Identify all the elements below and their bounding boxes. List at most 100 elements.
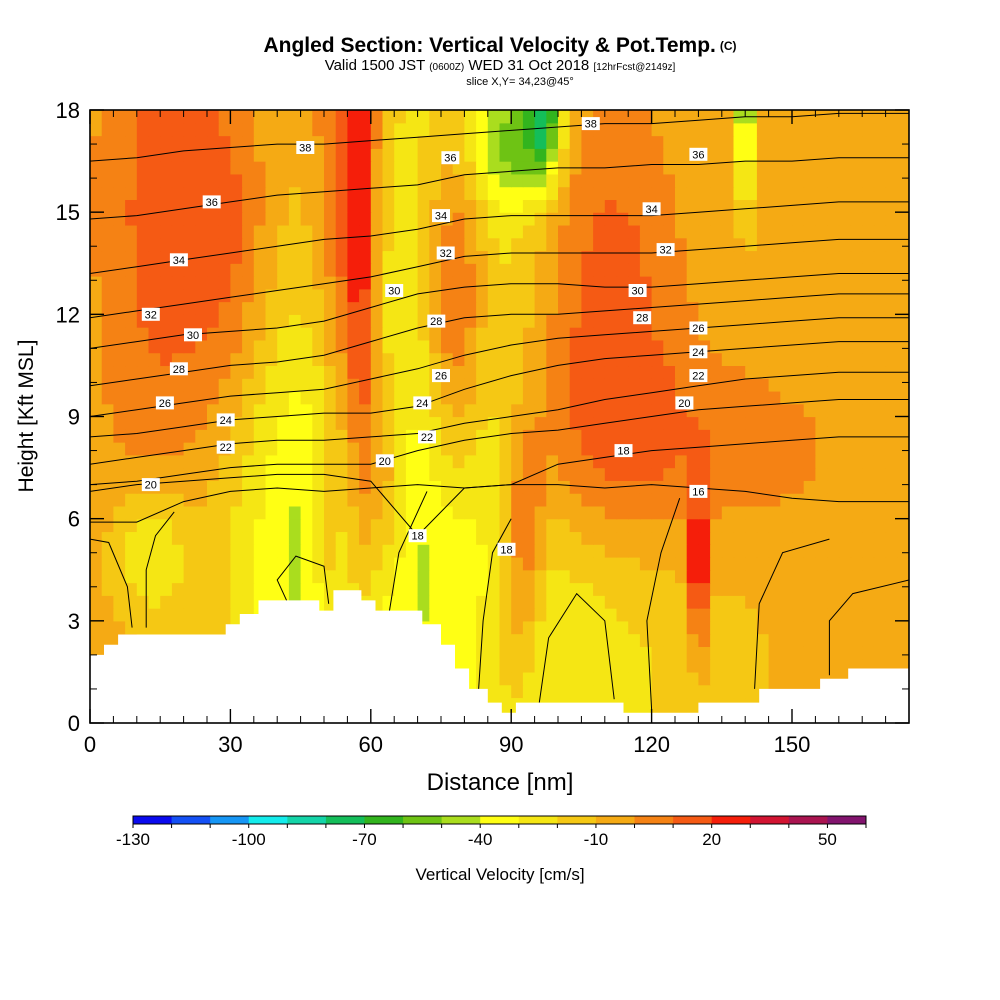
velocity-cell [756,148,770,162]
velocity-cell [171,148,185,162]
velocity-cell [487,199,501,213]
velocity-cell [534,250,547,264]
velocity-cell [300,442,313,456]
velocity-cell [101,595,114,609]
velocity-cell [242,454,255,469]
velocity-cell [663,582,676,596]
velocity-cell [815,135,828,149]
velocity-cell [850,250,863,264]
velocity-cell [651,633,664,647]
velocity-cell [873,556,887,571]
velocity-cell [792,365,805,379]
velocity-cell [815,276,828,290]
velocity-cell [230,569,243,584]
velocity-cell [522,173,536,188]
velocity-cell [382,518,395,533]
velocity-cell [675,595,688,609]
velocity-cell [698,544,711,558]
velocity-cell [370,161,384,175]
velocity-cell [312,493,325,507]
velocity-cell [581,467,594,481]
velocity-cell [441,582,454,596]
y-tick-label: 9 [68,405,80,430]
velocity-cell [663,314,676,328]
velocity-cell [242,518,255,533]
velocity-cell [850,378,863,392]
velocity-cell [604,595,618,609]
velocity-cell [183,505,196,520]
velocity-cell [207,161,220,175]
velocity-cell [405,365,419,379]
velocity-cell [382,544,395,558]
velocity-cell [862,339,875,354]
velocity-cell [710,595,723,609]
velocity-cell [885,620,898,635]
velocity-cell [230,352,243,367]
velocity-cell [616,301,629,315]
velocity-cell [511,416,524,430]
velocity-cell [569,480,582,494]
velocity-cell [300,301,313,315]
velocity-cell [604,365,618,379]
colorbar-swatch [595,816,636,824]
velocity-cell [756,633,770,647]
velocity-cell [733,493,746,507]
velocity-cell [171,390,185,405]
velocity-cell [242,378,255,392]
velocity-cell [686,697,699,711]
velocity-cell [441,276,454,290]
velocity-cell [780,148,793,162]
velocity-cell [312,352,325,367]
velocity-cell [136,493,150,507]
velocity-cell [850,569,863,584]
velocity-cell [873,429,887,443]
velocity-cell [733,161,746,175]
velocity-cell [593,199,606,213]
velocity-cell [569,110,582,124]
velocity-cell [288,173,302,188]
velocity-cell [101,263,114,277]
valid-utc: (0600Z) [429,62,465,73]
velocity-cell [815,582,828,596]
velocity-cell [639,442,653,456]
velocity-cell [300,276,313,290]
velocity-cell [242,263,255,277]
velocity-cell [499,263,512,277]
velocity-cell [639,403,653,418]
velocity-cell [441,186,454,200]
velocity-cell [335,224,348,239]
velocity-cell [370,250,384,264]
velocity-cell [265,212,278,226]
velocity-cell [125,467,138,481]
velocity-cell [534,135,547,149]
velocity-cell [476,671,489,686]
velocity-cell [487,505,501,520]
velocity-cell [675,122,688,137]
velocity-cell [253,582,267,596]
velocity-cell [171,186,185,200]
velocity-cell [745,390,758,405]
velocity-cell [768,429,781,443]
velocity-cell [253,212,267,226]
velocity-cell [312,148,325,162]
velocity-cell [183,454,196,469]
velocity-cell [850,110,863,124]
velocity-cell [581,429,594,443]
velocity-cell [604,186,618,200]
velocity-cell [101,122,114,137]
velocity-cell [850,161,863,175]
velocity-cell [698,173,711,188]
velocity-cell [195,416,208,430]
velocity-cell [628,659,641,673]
velocity-cell [277,224,290,239]
velocity-cell [487,582,501,596]
velocity-cell [324,518,337,533]
velocity-cell [113,212,126,226]
velocity-cell [815,480,828,494]
colorbar-swatch [248,816,288,824]
velocity-cell [710,186,723,200]
velocity-cell [265,186,278,200]
velocity-cell [499,224,512,239]
velocity-cell [850,122,863,137]
velocity-cell [593,135,606,149]
